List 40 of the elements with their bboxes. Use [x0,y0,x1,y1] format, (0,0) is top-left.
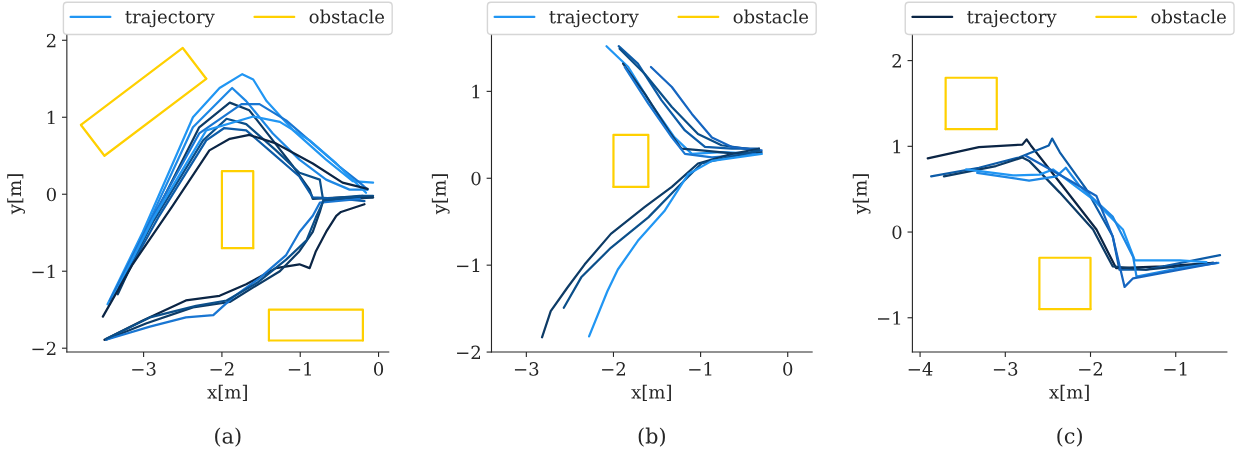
y-tick-label: 1 [472,84,480,99]
x-axis-title: x[m] [1049,384,1089,401]
y-tick-label: 2 [46,33,56,48]
y-axis-title: y[m] [852,174,871,215]
x-tick-label: −3 [514,362,539,376]
y-tick-label: 1 [47,110,55,125]
legend-label: obstacle [733,9,809,24]
x-tick-label: −4 [908,362,933,376]
text: (b) [638,427,665,447]
text: (a) [215,427,241,447]
x-tick-label: −1 [689,362,712,376]
legend-label: trajectory [125,9,215,28]
x-axis-title: x[m] [631,384,671,401]
y-tick-label: −2 [32,341,56,356]
x-tick-label: −3 [993,362,1018,376]
x-axis-title: x[m] [207,384,247,401]
x-tick-label: 0 [783,362,793,376]
text: (c) [1057,427,1082,447]
y-tick-label: 1 [893,139,901,154]
y-axis-title: y[m] [7,174,25,215]
y-tick-label: 0 [471,171,481,186]
y-tick-label: −1 [877,311,901,325]
y-tick-label: 2 [892,54,901,68]
x-tick-label: −1 [288,362,311,376]
legend-label: trajectory [967,9,1057,28]
legend-label: trajectory [549,9,639,28]
x-tick-label: −2 [210,362,234,376]
x-tick-label: −2 [602,362,626,376]
y-tick-label: −2 [457,345,480,359]
y-axis-title: y[m] [431,174,450,215]
y-tick-label: 0 [892,225,902,240]
y-tick-label: 0 [46,187,56,202]
x-tick-label: −3 [132,362,156,376]
x-tick-label: −2 [1079,362,1103,376]
y-tick-label: −1 [457,258,480,273]
y-tick-label: −1 [32,264,55,279]
legend-label: obstacle [1151,9,1226,24]
x-tick-label: −1 [1164,362,1187,376]
x-tick-label: 0 [374,362,384,376]
legend-label: obstacle [309,9,385,24]
